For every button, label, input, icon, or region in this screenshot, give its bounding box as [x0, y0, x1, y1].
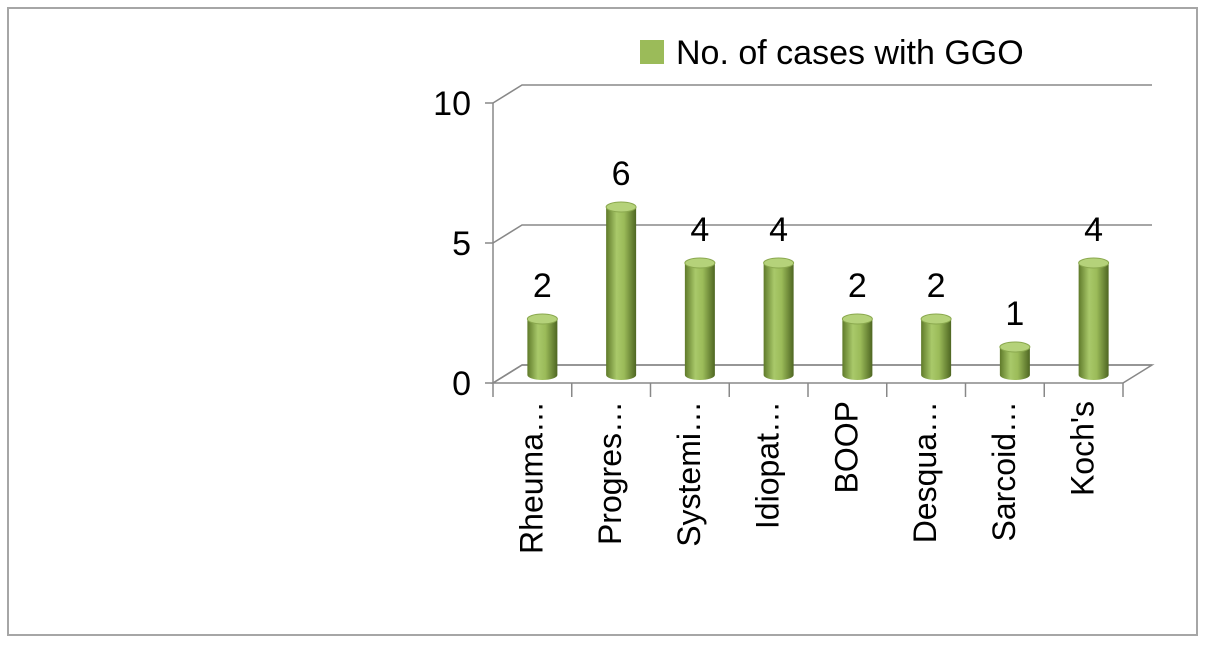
bar-top	[920, 313, 952, 325]
bar	[684, 263, 715, 380]
bar	[921, 319, 952, 380]
bar-top	[684, 257, 716, 269]
x-tick-label: BOOP	[828, 401, 864, 493]
legend: No. of cases with GGO	[640, 34, 1024, 72]
bar-top	[763, 257, 795, 269]
bar	[527, 319, 558, 380]
bar	[606, 207, 637, 380]
data-label: 2	[848, 267, 867, 305]
bar-top	[841, 313, 873, 325]
bar	[999, 347, 1030, 380]
data-label: 4	[690, 211, 709, 249]
x-tick-label: Koch's	[1065, 401, 1101, 496]
bar	[1078, 263, 1109, 380]
bar	[763, 263, 794, 380]
bar-top	[1078, 257, 1110, 269]
grid-line	[492, 84, 1152, 104]
legend-label: No. of cases with GGO	[676, 34, 1024, 72]
x-tick-label: Progres…	[592, 401, 628, 545]
x-tick-label: Rheuma…	[513, 401, 549, 554]
y-tick-label: 0	[452, 365, 471, 403]
x-tick-label: Systemi…	[671, 401, 707, 547]
chart-frame	[7, 7, 1198, 636]
bar-top	[999, 341, 1031, 353]
y-tick-label: 10	[433, 85, 471, 123]
bar-top	[526, 313, 558, 325]
data-label: 6	[612, 155, 631, 193]
x-tick-label: Idiopat…	[750, 401, 786, 529]
grid-line	[492, 224, 1152, 244]
bar	[842, 319, 873, 380]
bar-top	[605, 201, 637, 213]
x-tick-label: Desqua…	[907, 401, 943, 543]
data-label: 4	[1084, 211, 1103, 249]
data-label: 2	[927, 267, 946, 305]
x-tick-label: Sarcoid…	[986, 401, 1022, 542]
data-label: 1	[1005, 295, 1024, 333]
data-label: 2	[533, 267, 552, 305]
legend-swatch	[640, 40, 664, 64]
y-tick-label: 5	[452, 225, 471, 263]
data-label: 4	[769, 211, 788, 249]
